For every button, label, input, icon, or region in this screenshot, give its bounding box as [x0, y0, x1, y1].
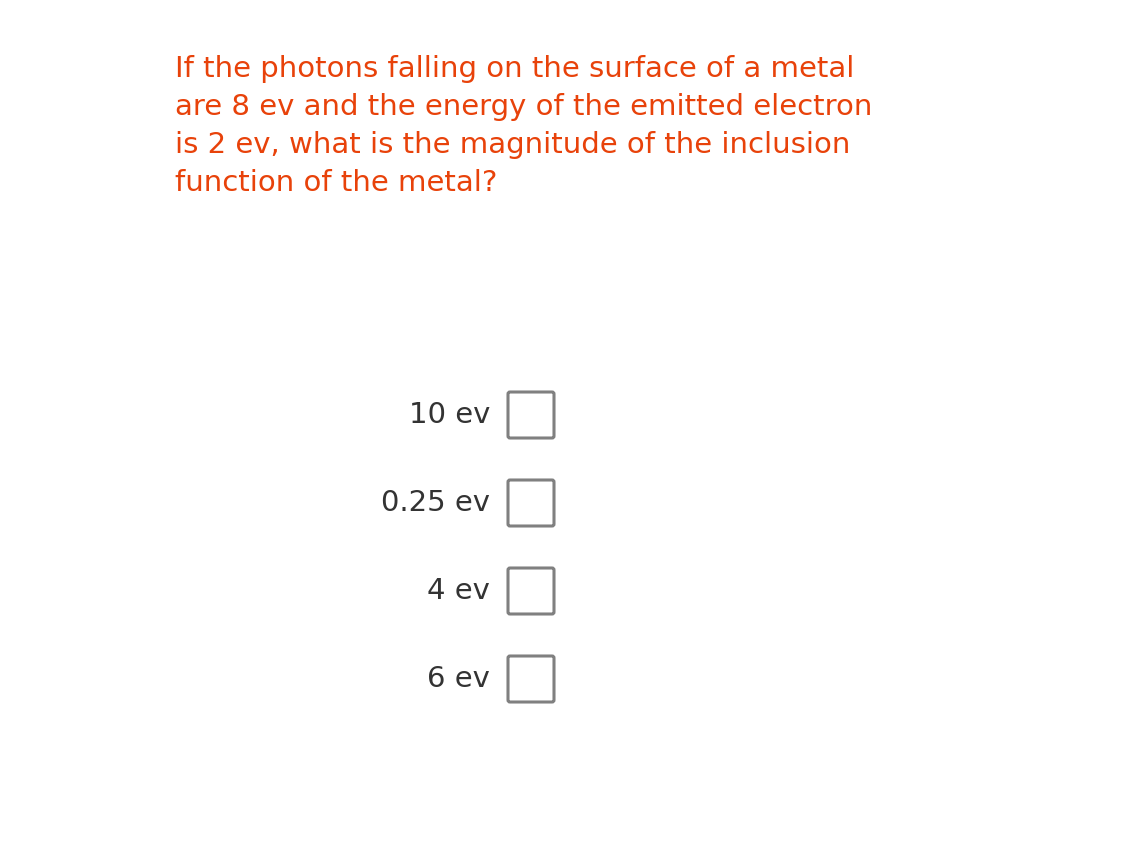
FancyBboxPatch shape — [508, 656, 554, 702]
Text: 4 ev: 4 ev — [428, 577, 490, 605]
FancyBboxPatch shape — [508, 568, 554, 614]
FancyBboxPatch shape — [508, 480, 554, 526]
Text: If the photons falling on the surface of a metal
are 8 ev and the energy of the : If the photons falling on the surface of… — [176, 55, 872, 197]
Text: 10 ev: 10 ev — [408, 401, 490, 429]
Text: 0.25 ev: 0.25 ev — [381, 489, 490, 517]
Text: 6 ev: 6 ev — [428, 665, 490, 693]
FancyBboxPatch shape — [508, 392, 554, 438]
